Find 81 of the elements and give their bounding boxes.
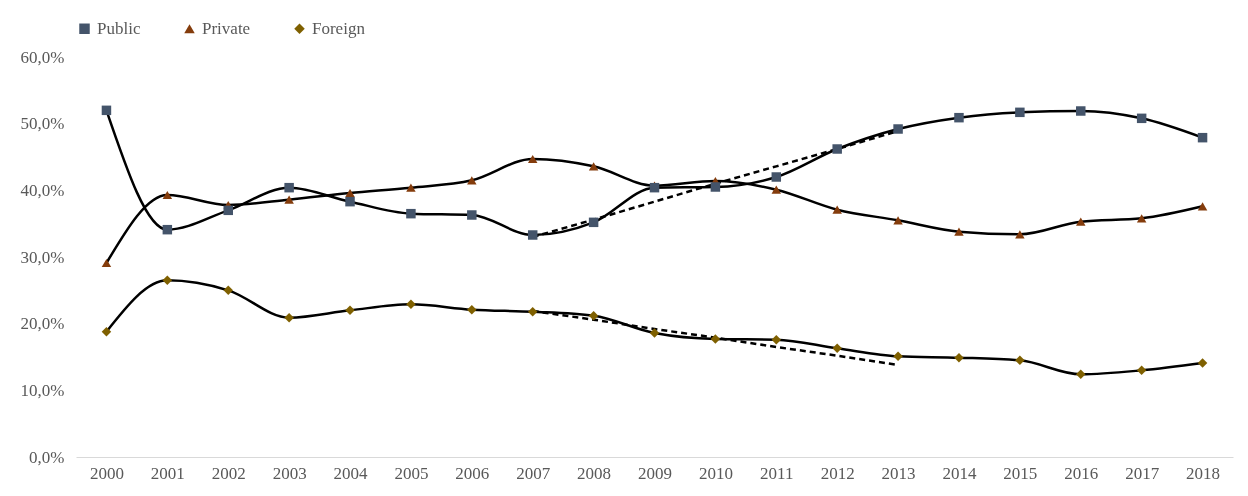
point [406, 183, 416, 192]
point [710, 182, 721, 192]
x-tick-label: 2001 [150, 463, 185, 483]
point [467, 210, 477, 220]
point [832, 205, 842, 214]
point [1197, 132, 1208, 143]
point [162, 190, 173, 200]
point [832, 343, 842, 354]
point [345, 188, 355, 198]
x-tick-label: 2014 [942, 463, 977, 483]
point [1076, 106, 1086, 116]
y-tick-label: 50,0% [20, 114, 65, 134]
y-tick-label: 0,0% [29, 447, 65, 467]
point [101, 326, 112, 337]
x-tick-label: 2015 [1003, 463, 1038, 483]
point [223, 205, 233, 216]
point [101, 258, 112, 268]
x-tick-label: 2009 [638, 463, 672, 483]
point [527, 154, 538, 164]
x-tick-label: 2018 [1186, 463, 1221, 483]
point [101, 105, 112, 116]
point [406, 299, 416, 310]
x-tick-label: 2008 [577, 463, 612, 483]
y-tick-label: 60,0% [20, 47, 65, 67]
point [771, 172, 782, 182]
y-tick-label: 30,0% [20, 247, 65, 267]
point [345, 305, 355, 316]
point [1197, 358, 1208, 368]
point [467, 304, 477, 315]
x-tick-label: 2004 [333, 463, 369, 483]
point [588, 310, 599, 321]
point [588, 162, 599, 171]
point [406, 208, 416, 219]
x-tick-label: 2012 [820, 463, 855, 483]
x-tick-label: 2007 [516, 463, 551, 483]
point [893, 351, 903, 362]
point [527, 306, 538, 317]
point [467, 176, 477, 185]
y-tick-label: 20,0% [20, 314, 65, 334]
point [162, 224, 173, 235]
x-tick-label: 2016 [1064, 463, 1099, 483]
y-tick-label: 40,0% [20, 180, 65, 200]
point [954, 112, 964, 123]
x-tick-label: 2005 [394, 463, 429, 483]
point [345, 196, 355, 207]
point [1015, 107, 1025, 118]
point [1197, 202, 1208, 211]
legend-label: Foreign [312, 18, 366, 38]
legend-label: Private [202, 18, 251, 38]
point [771, 185, 782, 194]
point [1136, 214, 1147, 223]
point [1136, 365, 1147, 376]
legend-label: Public [97, 18, 141, 38]
point [284, 312, 294, 323]
point [527, 230, 538, 240]
point [954, 352, 964, 363]
point [710, 334, 721, 344]
x-tick-label: 2011 [760, 463, 794, 483]
point [1136, 113, 1147, 124]
point [832, 144, 842, 154]
point [954, 227, 964, 236]
point [893, 124, 903, 134]
point [1076, 369, 1086, 380]
x-tick-label: 2006 [455, 463, 490, 483]
x-tick-label: 2000 [89, 463, 124, 483]
x-tick-label: 2002 [211, 463, 246, 483]
point [1015, 355, 1025, 366]
x-tick-label: 2017 [1125, 463, 1160, 483]
point [162, 275, 173, 286]
point [649, 328, 660, 338]
point [588, 217, 599, 228]
point [1076, 217, 1086, 226]
x-tick-label: 2003 [272, 463, 307, 483]
point [893, 216, 903, 225]
point [284, 182, 294, 193]
point [771, 334, 782, 345]
x-tick-label: 2010 [698, 463, 733, 483]
point [223, 285, 233, 296]
x-tick-label: 2013 [881, 463, 916, 483]
y-tick-label: 10,0% [20, 380, 65, 400]
point [284, 195, 294, 204]
